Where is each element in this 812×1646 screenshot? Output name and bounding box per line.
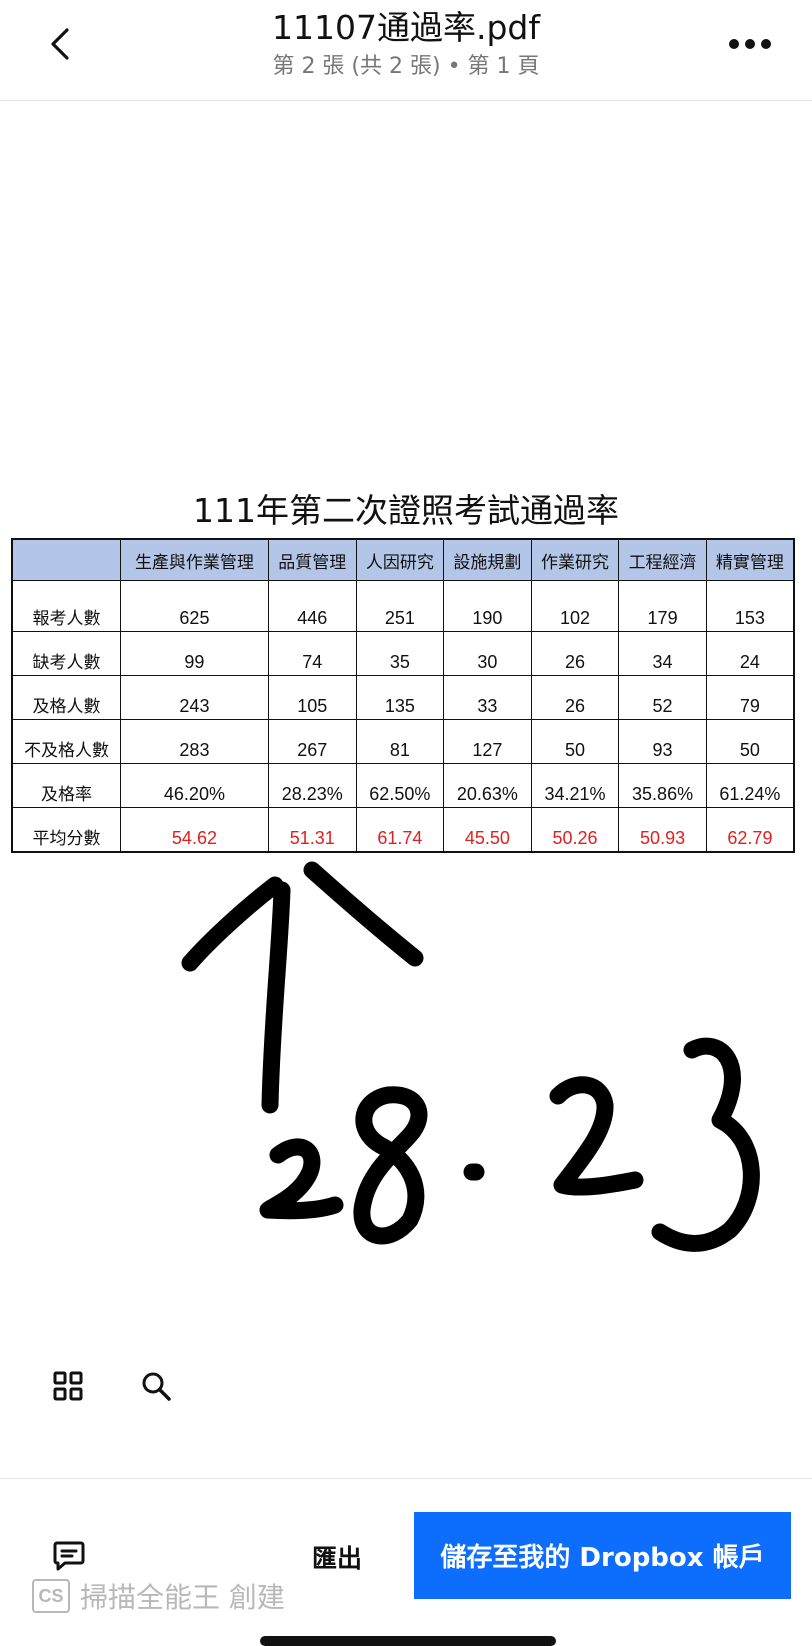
table-cell: 153 — [705, 580, 795, 632]
table-cell: 251 — [355, 580, 445, 632]
row-label: 報考人數 — [11, 580, 121, 632]
table-cell: 625 — [119, 580, 269, 632]
table-cell: 26 — [530, 631, 620, 676]
table-body: 報考人數 625 446 251 190 102 179 153 缺考人數 99 74 35 30 26 3… — [11, 580, 795, 853]
row-label: 缺考人數 — [11, 631, 121, 676]
table-cell: 179 — [618, 580, 707, 632]
table-cell: 102 — [530, 580, 620, 632]
scanner-watermark: CS 掃描全能王 創建 — [32, 1576, 285, 1616]
table-cell: 50.26 — [530, 807, 620, 853]
table-cell: 61.24% — [705, 763, 795, 808]
column-header: 精實管理 — [705, 538, 795, 581]
table-cell: 30 — [443, 631, 532, 676]
column-header: 生產與作業管理 — [119, 538, 269, 581]
table-cell: 35.86% — [618, 763, 707, 808]
table-cell: 74 — [267, 631, 357, 676]
table-cell: 135 — [355, 675, 445, 720]
bottom-bar: 匯出 儲存至我的 Dropbox 帳戶 — [0, 1478, 812, 1645]
back-button[interactable] — [40, 24, 80, 64]
table-cell: 61.74 — [355, 807, 445, 853]
table-cell: 446 — [267, 580, 357, 632]
table-cell: 35 — [355, 631, 445, 676]
table-cell: 267 — [267, 719, 357, 764]
table-cell: 99 — [119, 631, 269, 676]
table-row: 及格人數 243 105 135 33 26 52 79 — [11, 675, 795, 720]
table-row: 報考人數 625 446 251 190 102 179 153 — [11, 580, 795, 632]
table-header-row: 生產與作業管理 品質管理 人因研究 設施規劃 作業研究 工程經濟 精實管理 — [11, 538, 795, 581]
row-label: 及格率 — [11, 763, 121, 808]
table-cell: 26 — [530, 675, 620, 720]
column-header: 品質管理 — [267, 538, 357, 581]
table-cell: 50 — [705, 719, 795, 764]
top-bar: 11107通過率.pdf 第 2 張 (共 2 張) • 第 1 頁 — [0, 0, 812, 101]
watermark-text: 掃描全能王 創建 — [80, 1581, 285, 1614]
search-icon — [142, 1372, 171, 1401]
table-cell: 93 — [618, 719, 707, 764]
table-cell: 243 — [119, 675, 269, 720]
table-cell: 51.31 — [267, 807, 357, 853]
table-cell: 79 — [705, 675, 795, 720]
export-button[interactable]: 匯出 — [312, 1544, 363, 1573]
table-cell: 105 — [267, 675, 357, 720]
table-cell: 190 — [443, 580, 532, 632]
table-corner-cell — [11, 538, 121, 581]
grid-icon — [53, 1371, 83, 1401]
table-cell: 54.62 — [119, 807, 269, 853]
more-options-button[interactable] — [720, 24, 780, 64]
row-label: 及格人數 — [11, 675, 121, 720]
table-cell: 20.63% — [443, 763, 532, 808]
column-header: 人因研究 — [355, 538, 445, 581]
table-row: 平均分數 54.62 51.31 61.74 45.50 50.26 50.93 62.79 — [11, 807, 795, 853]
pass-rate-table: 生產與作業管理 品質管理 人因研究 設施規劃 作業研究 工程經濟 精實管理 報考人數 625 4… — [11, 538, 795, 853]
table-cell: 34 — [618, 631, 707, 676]
table-cell: 81 — [355, 719, 445, 764]
home-indicator[interactable] — [260, 1636, 556, 1646]
page-indicator: 第 2 張 (共 2 張) • 第 1 頁 — [272, 54, 540, 79]
search-button[interactable] — [140, 1370, 176, 1406]
table-cell: 33 — [443, 675, 532, 720]
chevron-left-icon — [51, 28, 69, 60]
table-cell: 62.79 — [705, 807, 795, 853]
table-cell: 62.50% — [355, 763, 445, 808]
comment-button[interactable] — [52, 1539, 88, 1575]
handwritten-annotation — [181, 861, 760, 1252]
table-cell: 34.21% — [530, 763, 620, 808]
table-cell: 45.50 — [443, 807, 532, 853]
table-cell: 50 — [530, 719, 620, 764]
column-header: 作業研究 — [530, 538, 620, 581]
table-cell: 283 — [119, 719, 269, 764]
document-title: 11107通過率.pdf — [272, 8, 540, 47]
table-cell: 28.23% — [267, 763, 357, 808]
table-row: 及格率 46.20% 28.23% 62.50% 20.63% 34.21% 35.86% 6… — [11, 763, 795, 808]
table-row: 缺考人數 99 74 35 30 26 34 24 — [11, 631, 795, 676]
table-cell: 50.93 — [618, 807, 707, 853]
thumbnails-button[interactable] — [52, 1370, 88, 1406]
table-cell: 24 — [705, 631, 795, 676]
row-label: 平均分數 — [11, 807, 121, 853]
column-header: 設施規劃 — [443, 538, 532, 581]
row-label: 不及格人數 — [11, 719, 121, 764]
table-cell: 127 — [443, 719, 532, 764]
comment-icon — [53, 1541, 85, 1571]
column-header: 工程經濟 — [618, 538, 707, 581]
title-group: 11107通過率.pdf 第 2 張 (共 2 張) • 第 1 頁 — [150, 6, 662, 82]
table-cell: 46.20% — [119, 763, 269, 808]
table-cell: 52 — [618, 675, 707, 720]
more-horizontal-icon — [729, 39, 771, 49]
sheet-title: 111年第二次證照考試通過率 — [193, 491, 619, 530]
table-row: 不及格人數 283 267 81 127 50 93 50 — [11, 719, 795, 764]
save-to-dropbox-button[interactable]: 儲存至我的 Dropbox 帳戶 — [414, 1512, 791, 1599]
camscanner-logo: CS — [32, 1579, 70, 1613]
